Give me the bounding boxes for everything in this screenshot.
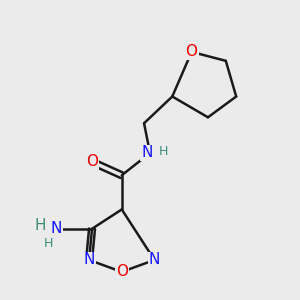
Text: O: O [116,264,128,279]
Text: O: O [86,154,98,169]
Text: N: N [83,253,95,268]
Text: N: N [51,221,62,236]
Text: H: H [159,145,168,158]
Text: H: H [34,218,46,233]
Text: O: O [186,44,198,59]
Text: N: N [141,146,153,160]
Text: H: H [44,237,53,250]
Text: N: N [149,253,160,268]
Text: N: N [51,221,62,236]
Text: N: N [141,146,153,160]
